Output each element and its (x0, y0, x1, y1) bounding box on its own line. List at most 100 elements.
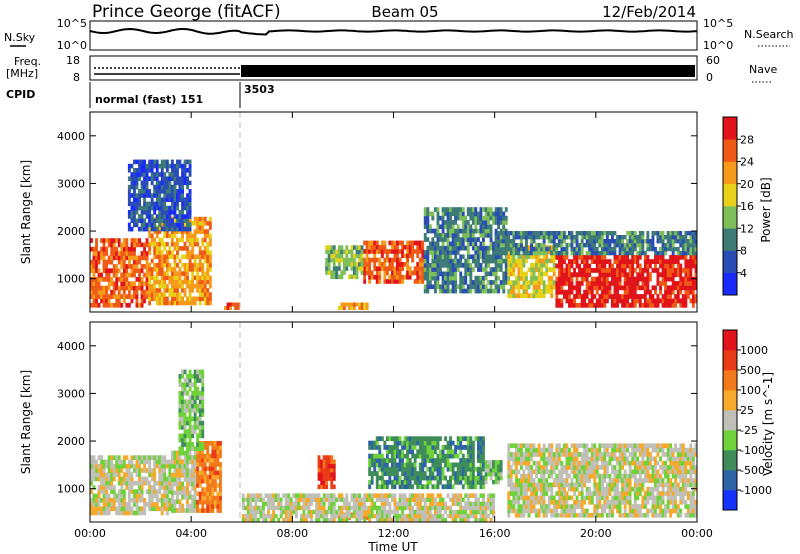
power-cell-1 (188, 258, 192, 264)
velocity-cell-0 (143, 480, 146, 486)
power-cell-10 (127, 163, 131, 169)
velocity-cell-2 (206, 466, 210, 471)
power-cell-8 (565, 276, 569, 282)
power-cell-1 (193, 275, 197, 281)
power-cell-10 (130, 193, 134, 198)
power-cell-8 (676, 259, 680, 264)
velocity-cell-5 (373, 440, 377, 446)
velocity-cell-3 (181, 442, 184, 447)
velocity-cell-2 (196, 499, 200, 505)
velocity-cell-5 (431, 453, 435, 459)
power-cell-3 (396, 244, 399, 250)
power-cell-4 (345, 245, 349, 250)
power-cell-5 (451, 233, 455, 238)
power-cell-1 (148, 241, 152, 247)
power-cell-0 (130, 298, 134, 304)
velocity-cell-7 (512, 495, 516, 501)
power-cell-3 (411, 249, 415, 254)
velocity-cell-5 (393, 440, 397, 446)
power-cell-4 (335, 257, 339, 263)
power-cell-5 (471, 228, 475, 234)
velocity-cell-5 (431, 462, 435, 468)
velocity-cell-7 (598, 491, 602, 496)
power-cell-8 (643, 259, 647, 264)
velocity-cell-0 (95, 463, 98, 469)
velocity-cell-5 (459, 471, 463, 476)
power-cell-4 (360, 262, 364, 267)
velocity-cell-5 (368, 445, 372, 450)
power-cell-8 (603, 276, 607, 282)
velocity-cell-7 (580, 482, 584, 488)
velocity-cell-0 (115, 472, 119, 477)
power-cell-5 (477, 215, 480, 221)
power-cell-5 (441, 263, 445, 268)
power-cell-10 (186, 222, 189, 228)
power-cell-8 (671, 254, 675, 260)
velocity-cell-0 (155, 497, 159, 503)
power-cell-4 (327, 262, 331, 267)
velocity-cell-3 (201, 442, 205, 447)
velocity-cell-7 (514, 486, 518, 492)
power-cell-3 (380, 262, 384, 267)
power-cell-10 (130, 172, 134, 177)
velocity-cell-1 (170, 481, 174, 487)
power-cell-8 (626, 276, 630, 282)
velocity-cell-5 (454, 453, 458, 459)
velocity-cell-7 (550, 482, 554, 488)
power-cell-8 (631, 259, 635, 264)
power-cell-8 (605, 276, 609, 282)
power-cell-0 (95, 281, 98, 286)
velocity-cell-7 (573, 508, 576, 514)
velocity-cell-7 (595, 491, 599, 496)
power-cell-8 (568, 302, 571, 308)
power-cell-9 (497, 246, 501, 252)
power-cell-1 (153, 246, 157, 251)
power-cell-9 (603, 231, 607, 236)
velocity-cell-5 (378, 453, 382, 459)
velocity-cell-7 (542, 460, 546, 466)
velocity-cell-7 (578, 478, 581, 483)
velocity-cell-0 (105, 485, 109, 490)
power-cell-9 (525, 235, 528, 240)
velocity-cell-5 (418, 436, 422, 442)
power-cell-1 (188, 262, 192, 268)
velocity-cell-1 (191, 503, 195, 509)
power-cell-0 (138, 268, 141, 274)
velocity-cell-0 (90, 472, 93, 477)
power-cell-0 (115, 246, 119, 252)
power-cell-0 (127, 290, 131, 295)
power-cell-0 (130, 255, 134, 261)
velocity-cell-7 (575, 512, 579, 518)
power-cell-5 (499, 263, 503, 268)
power-cell-0 (105, 238, 109, 243)
power-cell-9 (504, 243, 508, 248)
power-cell-8 (608, 268, 612, 273)
velocity-cell-7 (580, 465, 584, 470)
velocity-cell-5 (380, 484, 384, 490)
velocity-cell-3 (193, 403, 197, 409)
power-cell-4 (325, 270, 329, 275)
power-cell-5 (436, 245, 440, 251)
velocity-cell-7 (583, 512, 587, 518)
power-cell-5 (451, 267, 455, 272)
velocity-cell-7 (600, 482, 604, 488)
power-cell-9 (691, 231, 695, 236)
power-cell-8 (646, 259, 650, 264)
power-cell-8 (575, 263, 579, 269)
power-cell-8 (555, 276, 559, 282)
power-cell-0 (143, 251, 146, 256)
velocity-cell-5 (423, 484, 427, 490)
velocity-cell-7 (555, 473, 559, 479)
power-cell-9 (570, 246, 574, 252)
power-cell-8 (636, 276, 640, 282)
power-cell-1 (188, 279, 192, 285)
power-cell-9 (679, 235, 683, 240)
velocity-cell-5 (385, 436, 389, 442)
velocity-cell-3 (191, 395, 195, 400)
power-cell-0 (130, 251, 134, 256)
velocity-cell-1 (183, 477, 187, 482)
power-cell-8 (605, 285, 609, 291)
velocity-cell-0 (133, 480, 136, 486)
power-cell-8 (628, 289, 632, 295)
power-cell-9 (616, 235, 619, 240)
